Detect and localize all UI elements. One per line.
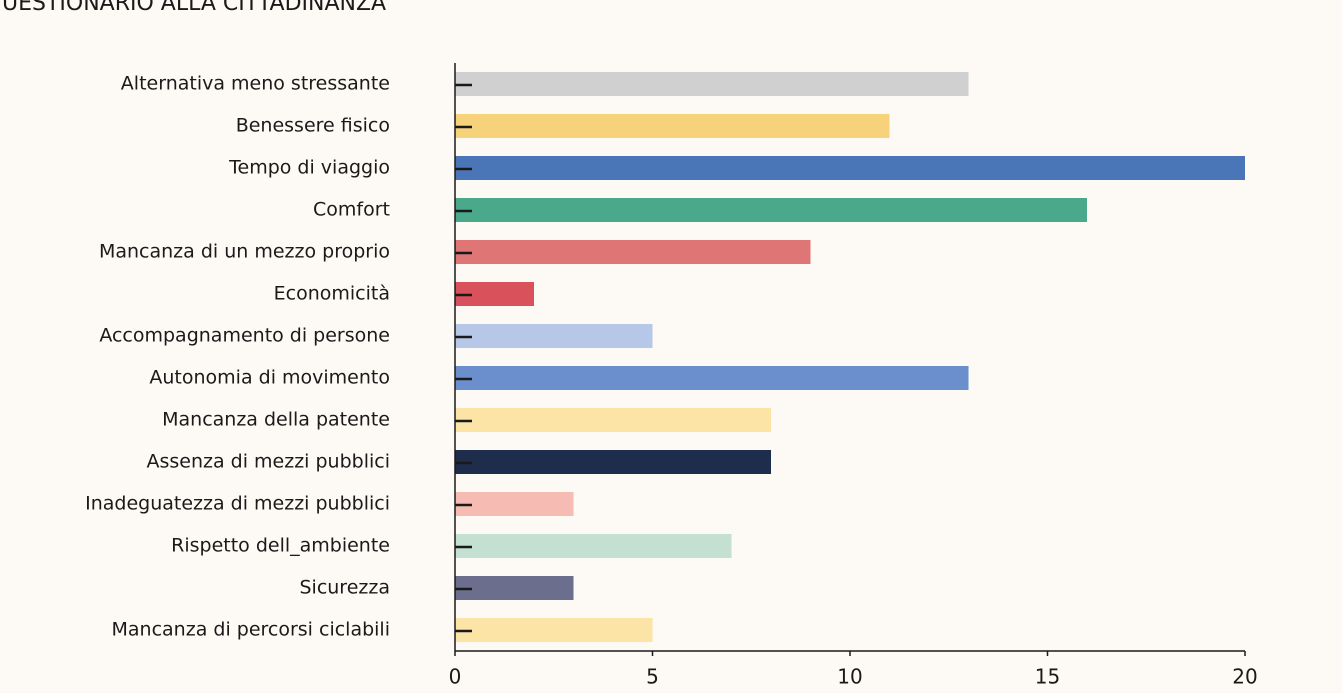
y-tick-label: Tempo di viaggio: [228, 157, 390, 179]
y-tick-label: Mancanza di percorsi ciclabili: [112, 619, 390, 641]
bar: [455, 618, 653, 642]
x-tick-label: 15: [1035, 665, 1060, 689]
bar: [455, 156, 1245, 180]
y-tick-label: Autonomia di movimento: [149, 367, 390, 389]
bar: [455, 408, 771, 432]
y-tick-label: Alternativa meno stressante: [121, 73, 390, 95]
y-tick-label: Accompagnamento di persone: [99, 325, 390, 347]
y-tick-label: Mancanza di un mezzo proprio: [99, 241, 390, 263]
x-tick-label: 0: [449, 665, 462, 689]
y-tick-label: Rispetto dell_ambiente: [171, 535, 390, 557]
x-tick-label: 10: [837, 665, 862, 689]
bar: [455, 72, 969, 96]
y-tick-label: Inadeguatezza di mezzi pubblici: [85, 493, 390, 515]
bar: [455, 240, 811, 264]
y-tick-label: Assenza di mezzi pubblici: [146, 451, 390, 473]
y-tick-label: Mancanza della patente: [162, 409, 390, 431]
x-tick-label: 20: [1232, 665, 1257, 689]
bar: [455, 114, 890, 138]
y-tick-label: Benessere fisico: [236, 115, 390, 137]
y-tick-label: Economicità: [274, 283, 390, 305]
chart-title: UESTIONARIO ALLA CITTADINANZA: [2, 0, 386, 16]
bar: [455, 450, 771, 474]
bar: [455, 366, 969, 390]
bar: [455, 324, 653, 348]
bar: [455, 492, 574, 516]
x-tick-label: 5: [646, 665, 659, 689]
bar: [455, 576, 574, 600]
bar: [455, 198, 1087, 222]
y-tick-label: Sicurezza: [299, 577, 390, 599]
bar: [455, 534, 732, 558]
y-tick-label: Comfort: [313, 199, 390, 221]
